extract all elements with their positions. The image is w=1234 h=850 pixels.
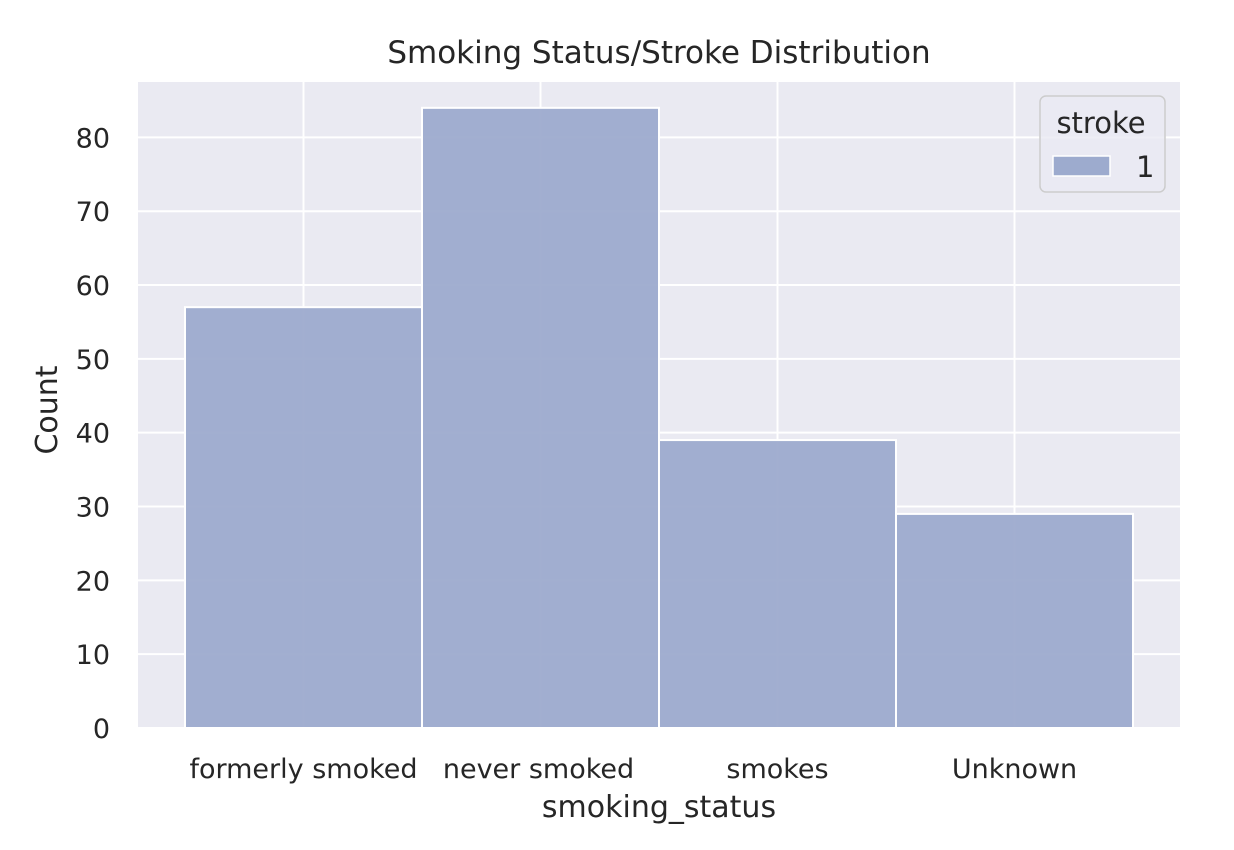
y-tick-label: 10 [76, 640, 110, 671]
y-tick-label: 70 [76, 197, 110, 228]
y-tick-label: 40 [76, 419, 110, 450]
y-tick-label: 80 [76, 123, 110, 154]
bar-never-smoked [421, 106, 660, 729]
y-tick-label: 50 [76, 345, 110, 376]
legend-title: stroke [1056, 106, 1145, 140]
bar-unknown [895, 512, 1134, 730]
y-tick-label: 20 [76, 566, 110, 597]
bars [184, 106, 1134, 730]
y-tick-label: 60 [76, 271, 110, 302]
y-tick-label: 0 [93, 714, 110, 745]
legend-swatch [1052, 155, 1111, 177]
x-tick-label: formerly smoked [189, 754, 417, 785]
legend: stroke 1 [1039, 95, 1166, 193]
y-axis-label: Count [30, 365, 65, 454]
x-tick-label: smokes [726, 754, 828, 785]
y-tick-label: 30 [76, 493, 110, 524]
x-tick-label: Unknown [952, 754, 1077, 785]
bar-smokes [658, 439, 897, 729]
x-tick-label: never smoked [443, 754, 634, 785]
chart-title: Smoking Status/Stroke Distribution [387, 35, 930, 71]
legend-label: 1 [1136, 150, 1154, 184]
y-tick-labels: 0 10 20 30 40 50 60 70 80 [76, 123, 110, 745]
bar-formerly-smoked [184, 306, 423, 729]
x-tick-labels: formerly smoked never smoked smokes Unknown [189, 754, 1077, 785]
x-axis-label: smoking_status [542, 790, 776, 825]
